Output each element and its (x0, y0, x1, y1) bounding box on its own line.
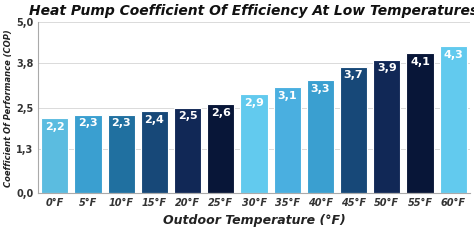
Text: 3,7: 3,7 (344, 70, 364, 80)
Text: 4,3: 4,3 (443, 50, 463, 60)
Bar (41, 118, 68, 193)
Bar (74, 115, 101, 193)
X-axis label: Outdoor Temperature (°F): Outdoor Temperature (°F) (163, 214, 346, 227)
Text: 3,9: 3,9 (377, 63, 397, 73)
Text: 2,4: 2,4 (145, 115, 164, 125)
Text: 2,9: 2,9 (244, 98, 264, 108)
Bar (108, 115, 135, 193)
Title: Heat Pump Coefficient Of Efficiency At Low Temperatures: Heat Pump Coefficient Of Efficiency At L… (29, 4, 474, 18)
Text: 2,3: 2,3 (111, 118, 131, 128)
Bar (273, 87, 301, 193)
Text: 2,5: 2,5 (178, 111, 197, 121)
Text: 2,3: 2,3 (78, 118, 98, 128)
Bar (141, 111, 168, 193)
Bar (340, 67, 367, 193)
Bar (406, 53, 434, 193)
Bar (439, 46, 467, 193)
Text: 3,3: 3,3 (310, 84, 330, 94)
Bar (307, 80, 334, 193)
Text: 2,2: 2,2 (45, 122, 64, 132)
Bar (373, 60, 401, 193)
Text: 2,6: 2,6 (211, 108, 231, 118)
Bar (240, 94, 268, 193)
Bar (174, 108, 201, 193)
Text: 4,1: 4,1 (410, 57, 430, 67)
Y-axis label: Coefficient Of Performance (COP): Coefficient Of Performance (COP) (4, 29, 13, 187)
Bar (207, 104, 235, 193)
Text: 3,1: 3,1 (277, 91, 297, 101)
